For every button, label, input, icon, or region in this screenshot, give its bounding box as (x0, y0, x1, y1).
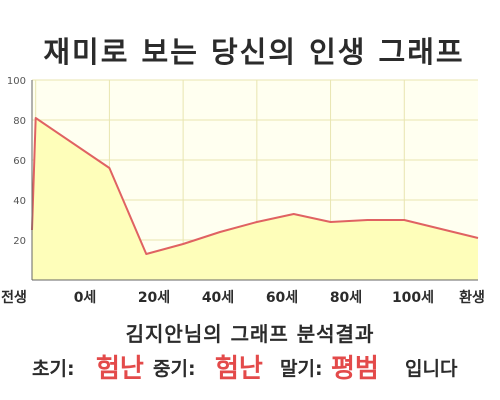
late-value: 평범 (331, 354, 379, 384)
series-line (31, 117, 479, 255)
result-suffix: 입니다 (405, 358, 458, 380)
life-graph-chart: 재미로 보는 당신의 인생 그래프 20 40 60 80 100 전생 0세 20세 40세 6… (1, 35, 485, 306)
y-tick-label-2: 60 (13, 156, 26, 167)
analysis-caption: 김지안님의 그래프 분석결과 (125, 322, 375, 346)
late-label: 말기: (280, 358, 323, 380)
y-tick-label-1: 40 (13, 196, 26, 207)
x-tick-label-6: 100세 (392, 290, 434, 306)
y-tick-label-0: 20 (13, 236, 26, 247)
chart-title: 재미로 보는 당신의 인생 그래프 (43, 35, 464, 69)
plot-area: 20 40 60 80 100 전생 0세 20세 40세 60세 80세 100세 환생 (1, 76, 485, 306)
middle-value: 험난 (215, 354, 263, 384)
x-tick-label-0: 전생 (1, 289, 27, 306)
x-tick-label-1: 0세 (74, 290, 97, 306)
early-label: 초기: (32, 358, 75, 380)
middle-label: 중기: (153, 358, 196, 380)
y-tick-label-4: 100 (7, 76, 26, 87)
y-tick-label-3: 80 (13, 116, 26, 127)
x-tick-label-5: 80세 (330, 290, 362, 306)
early-value: 험난 (96, 354, 144, 384)
x-tick-label-4: 60세 (266, 290, 298, 306)
x-tick-label-7: 환생 (459, 289, 485, 306)
x-tick-label-3: 40세 (202, 290, 234, 306)
x-tick-label-2: 20세 (138, 290, 170, 306)
series-area (32, 118, 478, 280)
